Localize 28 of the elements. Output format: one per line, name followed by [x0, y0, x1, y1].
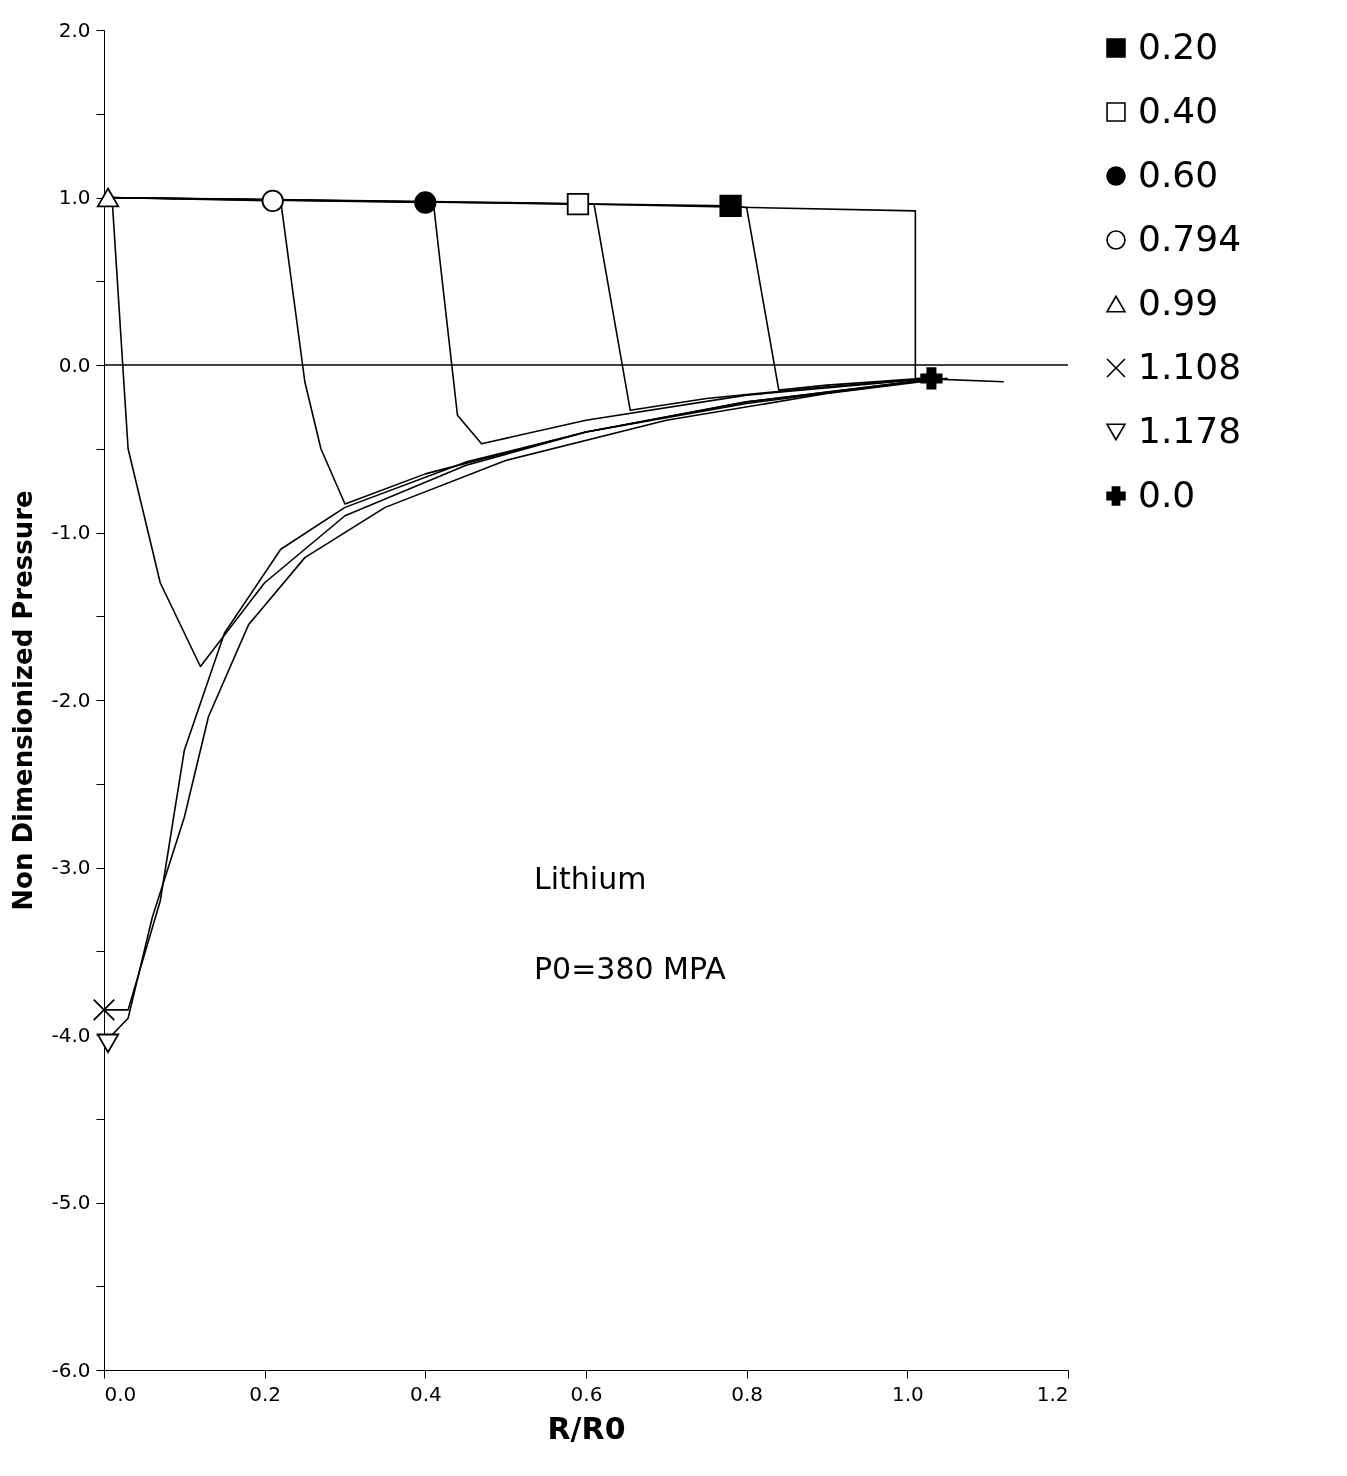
legend-label: 0.0	[1138, 474, 1196, 515]
y-tick-label: -6.0	[51, 1357, 91, 1382]
y-tick-label: -1.0	[51, 520, 91, 544]
x-tick-label: 0.2	[249, 1381, 282, 1406]
x-tick-label: 0.0	[104, 1381, 137, 1406]
annotation: Lithium	[534, 861, 647, 896]
x-tick-label: 1.0	[891, 1381, 924, 1406]
y-axis-title: Non Dimensionized Pressure	[8, 490, 39, 911]
y-tick-label: -3.0	[51, 855, 91, 879]
y-tick-label: 2.0	[58, 17, 91, 42]
x-axis-title: R/R0	[547, 1410, 626, 1446]
legend-label: 1.108	[1138, 346, 1242, 387]
legend-label: 0.99	[1138, 282, 1219, 323]
x-tick-label: 0.6	[570, 1381, 603, 1406]
y-tick-label: -4.0	[51, 1022, 91, 1047]
y-tick-label: -5.0	[51, 1190, 91, 1214]
legend-label: 1.178	[1138, 410, 1242, 451]
legend-label: 0.60	[1138, 154, 1219, 195]
legend-label: 0.40	[1138, 90, 1219, 131]
x-tick-label: 1.2	[1036, 1381, 1069, 1406]
x-tick-label: 0.8	[731, 1381, 764, 1406]
y-tick-label: 1.0	[58, 185, 91, 209]
x-tick-label: 0.4	[409, 1381, 442, 1406]
legend-label: 0.794	[1138, 218, 1242, 259]
annotation: P0=380 MPA	[534, 951, 727, 986]
y-tick-label: 0.0	[58, 352, 91, 377]
legend-label: 0.20	[1138, 26, 1219, 67]
y-tick-label: -2.0	[51, 687, 91, 712]
